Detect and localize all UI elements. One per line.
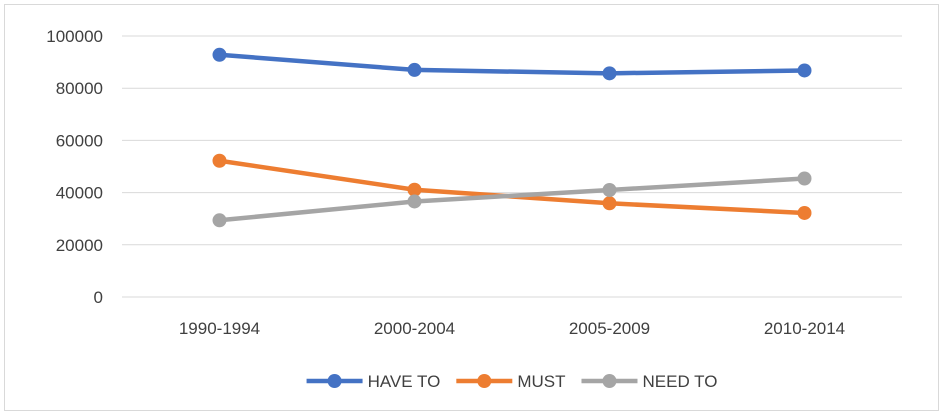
x-tick-label: 2005-2009 xyxy=(569,319,650,338)
series-line xyxy=(217,158,807,216)
data-point xyxy=(212,47,227,62)
legend: HAVE TO MUST NEED TO xyxy=(306,372,717,391)
x-axis-ticks: 1990-1994 2000-2004 2005-2009 2010-2014 xyxy=(179,319,845,338)
series-have-to xyxy=(212,47,812,81)
y-tick-label: 40000 xyxy=(56,184,103,203)
x-tick-label: 1990-1994 xyxy=(179,319,260,338)
data-point xyxy=(212,153,227,168)
data-point xyxy=(407,62,422,77)
legend-label: NEED TO xyxy=(642,372,717,391)
legend-swatch-marker xyxy=(327,374,342,388)
series-lines xyxy=(212,47,812,228)
y-tick-label: 100000 xyxy=(46,27,103,46)
data-point xyxy=(602,66,617,81)
data-point xyxy=(602,196,617,211)
x-tick-label: 2010-2014 xyxy=(764,319,845,338)
data-point xyxy=(602,182,617,197)
data-point xyxy=(797,205,812,220)
x-tick-label: 2000-2004 xyxy=(374,319,455,338)
y-tick-label: 60000 xyxy=(56,131,103,150)
data-point xyxy=(797,171,812,186)
series-line xyxy=(217,52,807,76)
y-tick-label: 80000 xyxy=(56,79,103,98)
legend-swatch-marker xyxy=(602,374,617,388)
legend-item: NEED TO xyxy=(581,372,717,391)
data-point xyxy=(797,63,812,78)
y-tick-label: 0 xyxy=(94,288,103,307)
legend-item: MUST xyxy=(456,372,565,391)
series-line xyxy=(217,176,807,223)
data-point xyxy=(407,182,422,197)
data-point xyxy=(407,194,422,209)
data-point xyxy=(212,213,227,228)
y-tick-label: 20000 xyxy=(56,236,103,255)
legend-label: MUST xyxy=(517,372,565,391)
legend-label: HAVE TO xyxy=(368,372,441,391)
y-axis-ticks: 0 20000 40000 60000 80000 100000 xyxy=(46,27,103,307)
legend-swatch-marker xyxy=(477,374,492,388)
legend-item: HAVE TO xyxy=(306,372,441,391)
gridlines xyxy=(122,35,902,298)
series-need-to xyxy=(212,171,812,228)
